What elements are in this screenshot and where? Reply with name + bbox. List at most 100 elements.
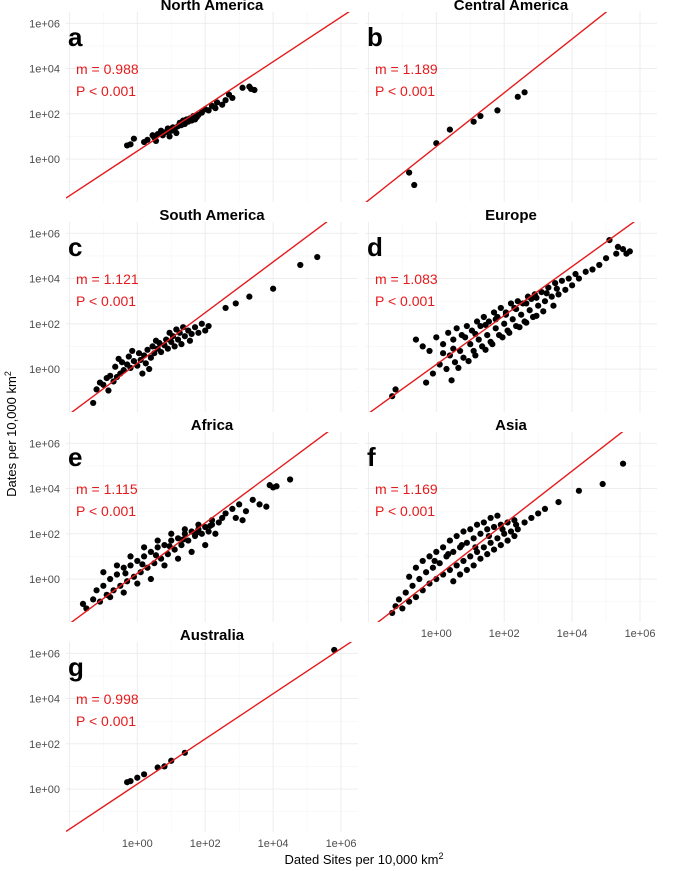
data-point [465,358,472,365]
slope-label: m = 1.189 [375,61,438,77]
data-point [219,514,226,522]
y-tick-label: 1e+00 [29,784,60,796]
p-value-label: P < 0.001 [76,503,136,519]
panel-title: Australia [180,627,245,644]
data-point [569,282,576,289]
data-point [482,321,489,329]
data-point [154,537,161,544]
panel-b: Central America b m = 1.189 P < 0.001 [365,0,657,202]
data-point [142,360,149,367]
data-point [406,598,413,605]
data-point [139,561,146,568]
data-point [541,298,549,305]
data-point [174,555,182,562]
p-value-label: P < 0.001 [76,83,136,99]
data-point [460,528,467,535]
data-point [100,381,107,388]
data-point [555,291,562,298]
data-point [406,573,413,580]
data-point [154,544,161,551]
data-point [188,330,195,338]
data-point [251,86,258,94]
slope-label: m = 1.115 [76,481,138,497]
data-point [480,544,487,551]
data-point [205,322,212,330]
data-point [256,501,263,508]
data-point [314,253,321,261]
data-point [402,589,409,596]
data-point [113,562,121,569]
data-point [504,519,511,526]
data-point [484,331,491,339]
data-point [107,575,114,583]
data-point [188,548,195,555]
data-point [473,318,481,325]
data-point [589,266,596,273]
data-point [477,555,484,562]
data-point [229,505,236,513]
data-point [90,596,97,603]
data-point [198,530,205,537]
data-point [147,548,154,555]
data-point [487,539,494,546]
data-point [619,460,627,467]
data-point [445,551,452,558]
data-point [389,609,396,617]
panel-title: Africa [191,417,234,434]
data-point [412,564,420,571]
data-point [79,600,87,608]
data-point [446,537,453,544]
fit-line [71,222,328,412]
data-point [392,386,399,393]
data-point [229,94,236,102]
panel-e: Africa e m = 1.115 P < 0.001 1e+00 1e+02 1e+04… [29,417,358,622]
data-point [431,557,438,565]
y-axis-title-sup: 2 [3,371,13,376]
slope-label: m = 1.121 [76,271,139,287]
data-point [456,347,464,355]
data-point [490,546,498,553]
panel-title: Europe [485,207,537,224]
x-tick-label: 1e+06 [326,838,357,850]
data-point [450,578,457,585]
data-point [619,246,627,253]
panels-container: North America a m = 0.988 P < 0.001 1e+00 1e+… [29,0,657,850]
data-point [467,526,474,533]
data-point [286,476,294,483]
data-point [429,564,437,571]
data-point [575,275,583,282]
data-point [419,557,426,565]
data-point [205,528,212,535]
data-point [445,329,452,336]
data-point [467,553,474,560]
slope-label: m = 1.169 [375,481,438,497]
data-point [494,512,501,519]
data-point [239,84,246,91]
data-point [166,329,173,336]
points-group [124,646,338,786]
data-point [219,101,226,108]
data-point [439,544,447,551]
data-point [535,302,542,309]
data-point [416,575,423,583]
data-point [174,336,182,343]
data-point [409,582,416,589]
panel-title: Central America [454,0,569,14]
panel-letter: d [367,232,383,262]
y-tick-label: 1e+02 [29,319,60,331]
data-point [263,503,270,510]
data-point [173,129,180,137]
panel-title: North America [161,0,264,14]
data-point [528,514,535,522]
data-point [439,341,447,348]
data-point [406,169,413,176]
y-tick-label: 1e+04 [29,694,60,706]
data-point [463,566,470,574]
x-tick-label: 1e+02 [190,838,221,850]
data-point [222,304,229,312]
data-point [433,334,440,341]
data-point [450,345,457,352]
data-point [602,255,610,262]
data-point [480,519,487,526]
data-point [168,537,175,544]
